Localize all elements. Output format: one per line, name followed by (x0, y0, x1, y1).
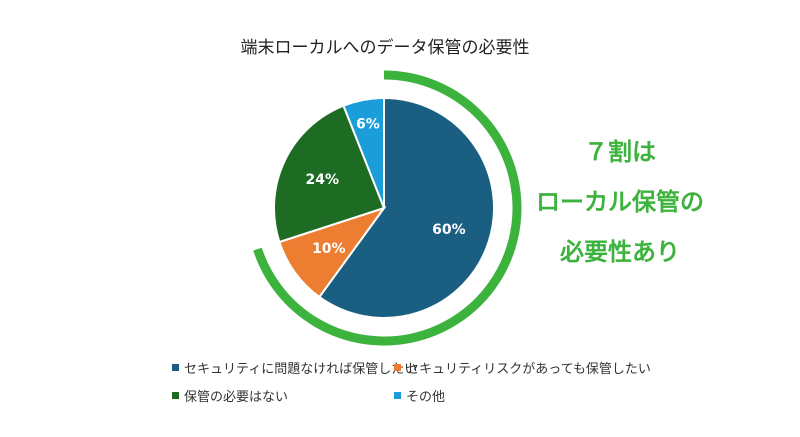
chart-title: 端末ローカルへのデータ保管の必要性 (240, 38, 530, 58)
data-label: 6% (356, 117, 380, 133)
callout-line-1: ７割は (584, 138, 656, 166)
data-label: 60% (432, 222, 466, 238)
legend-swatch (394, 364, 401, 371)
highlight-arc (253, 70, 522, 346)
callout-line-2: ローカル保管の (536, 188, 704, 216)
legend-swatch (172, 392, 179, 399)
legend-item: セキュリティに問題なければ保管したい (172, 358, 417, 377)
legend-item: 保管の必要はない (172, 386, 288, 405)
legend-item: セキュリティリスクがあっても保管したい (394, 358, 651, 377)
legend-label: その他 (406, 390, 446, 405)
legend-swatch (394, 392, 401, 399)
pie-slice (317, 96, 495, 319)
legend-label: 保管の必要はない (184, 390, 289, 405)
data-label: 10% (312, 241, 346, 257)
legend-label: セキュリティリスクがあっても保管したい (406, 362, 651, 377)
legend-swatch (172, 364, 179, 371)
callout-line-3: 必要性あり (560, 238, 680, 266)
legend-label: セキュリティに問題なければ保管したい (184, 362, 418, 377)
legend-item: その他 (394, 386, 445, 405)
data-label: 24% (306, 172, 340, 188)
pie-slice (342, 96, 385, 209)
